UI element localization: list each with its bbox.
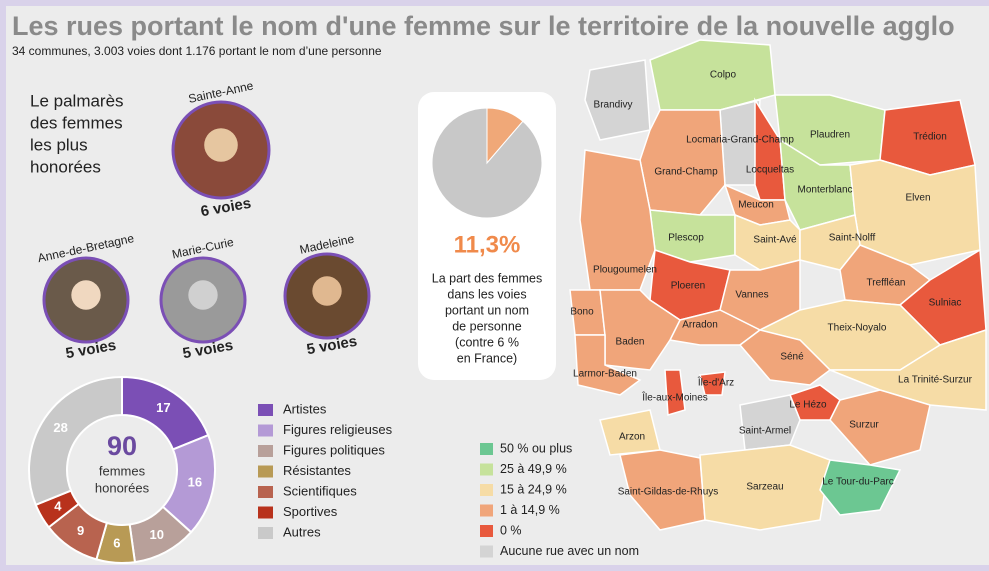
portrait-face: [312, 276, 341, 305]
commune-label: Theix-Noyalo: [828, 323, 887, 334]
pie-caption: La part des femmes: [432, 271, 542, 285]
commune-label: Meucon: [738, 200, 774, 211]
legend-label: Aucune rue avec un nom: [500, 544, 639, 558]
legend-swatch: [258, 507, 273, 519]
center-value: 90: [107, 431, 137, 461]
legend-label: Sportives: [283, 504, 338, 519]
segment-label: 16: [188, 474, 202, 489]
commune-label: Vannes: [735, 290, 768, 301]
commune-label: Elven: [905, 193, 930, 204]
legend-swatch: [258, 404, 273, 416]
portrait-face: [204, 128, 238, 162]
segment-label: 17: [156, 400, 170, 415]
legend-swatch: [480, 484, 493, 496]
commune-label: Colpo: [710, 70, 737, 81]
commune-label: Treffléan: [867, 278, 906, 289]
subtitle: 34 communes, 3.003 voies dont 1.176 port…: [12, 44, 382, 58]
commune-label: La Trinité-Surzur: [898, 375, 973, 386]
commune-label: Trédion: [913, 132, 947, 143]
palmares-title: les plus: [30, 135, 88, 154]
palmares-title: honorées: [30, 157, 101, 176]
commune: [640, 110, 725, 215]
portrait-face: [188, 280, 217, 309]
legend-swatch: [258, 527, 273, 539]
portrait-face: [71, 280, 100, 309]
segment-label: 4: [54, 498, 62, 513]
commune-label: Baden: [616, 337, 645, 348]
pie-value-label: 11,3%: [454, 231, 521, 258]
legend-swatch: [258, 466, 273, 478]
commune-label: Île-d'Arz: [697, 376, 734, 389]
commune-label: Grand-Champ: [654, 167, 718, 178]
commune-label: Plougoumelen: [593, 265, 657, 276]
segment-label: 9: [77, 523, 84, 538]
title: Les rues portant le nom d'une femme sur …: [12, 11, 955, 41]
commune-label: Séné: [780, 352, 804, 363]
commune-label: Saint-Nolff: [829, 233, 876, 244]
legend-label: 0 %: [500, 523, 522, 537]
commune-label: Larmor-Baden: [573, 369, 637, 380]
commune-label: Arzon: [619, 432, 645, 443]
commune-label: Le Tour-du-Parc: [822, 477, 894, 488]
commune-label: Ploeren: [671, 281, 705, 292]
legend-swatch: [480, 525, 493, 537]
legend-swatch: [480, 505, 493, 517]
legend-swatch: [258, 486, 273, 498]
pie-caption: en France): [457, 351, 517, 365]
legend-swatch: [258, 445, 273, 457]
commune-label: Plaudren: [810, 130, 850, 141]
legend-swatch: [480, 546, 493, 558]
palmares-title: Le palmarès: [30, 91, 124, 110]
commune-label: Le Hézo: [789, 400, 827, 411]
commune-label: Locqueltas: [746, 165, 794, 176]
legend-label: Figures religieuses: [283, 422, 393, 437]
segment-label: 6: [113, 535, 120, 550]
segment-label: 10: [150, 527, 164, 542]
legend-label: 1 à 14,9 %: [500, 503, 560, 517]
commune-label: Saint-Armel: [739, 426, 791, 437]
legend-swatch: [480, 464, 493, 476]
commune-label: Sulniac: [929, 298, 962, 309]
pie-caption: (contre 6 %: [455, 335, 519, 349]
commune-label: Saint-Avé: [753, 235, 797, 246]
commune-label: Sarzeau: [746, 482, 783, 493]
pie-slice: [432, 108, 542, 218]
commune-label: Brandivy: [594, 100, 633, 111]
commune-label: Locmaria-Grand-Champ: [686, 135, 794, 146]
legend-label: Artistes: [283, 401, 327, 416]
center-label: femmes: [99, 463, 146, 478]
legend-label: 25 à 49,9 %: [500, 462, 567, 476]
legend-label: Autres: [283, 524, 321, 539]
commune-label: Surzur: [849, 420, 879, 431]
legend-label: 15 à 24,9 %: [500, 482, 567, 496]
commune-label: Arradon: [682, 320, 718, 331]
legend-label: Résistantes: [283, 463, 351, 478]
infographic: Les rues portant le nom d'une femme sur …: [0, 0, 989, 571]
legend-label: 50 % ou plus: [500, 441, 572, 455]
segment-label: 28: [53, 420, 67, 435]
commune-label: Monterblanc: [797, 185, 852, 196]
pie-caption: dans les voies: [447, 287, 526, 301]
commune-label: Plescop: [668, 233, 704, 244]
pie-caption: portant un nom: [445, 303, 529, 317]
legend-swatch: [480, 443, 493, 455]
commune-label: Bono: [570, 307, 594, 318]
commune-label: Île-aux-Moines: [641, 391, 708, 404]
palmares-title: des femmes: [30, 113, 123, 132]
legend-label: Scientifiques: [283, 483, 357, 498]
legend-label: Figures politiques: [283, 442, 385, 457]
commune-label: Saint-Gildas-de-Rhuys: [618, 487, 719, 498]
legend-swatch: [258, 425, 273, 437]
center-label: honorées: [95, 480, 150, 495]
pie-caption: de personne: [452, 319, 522, 333]
